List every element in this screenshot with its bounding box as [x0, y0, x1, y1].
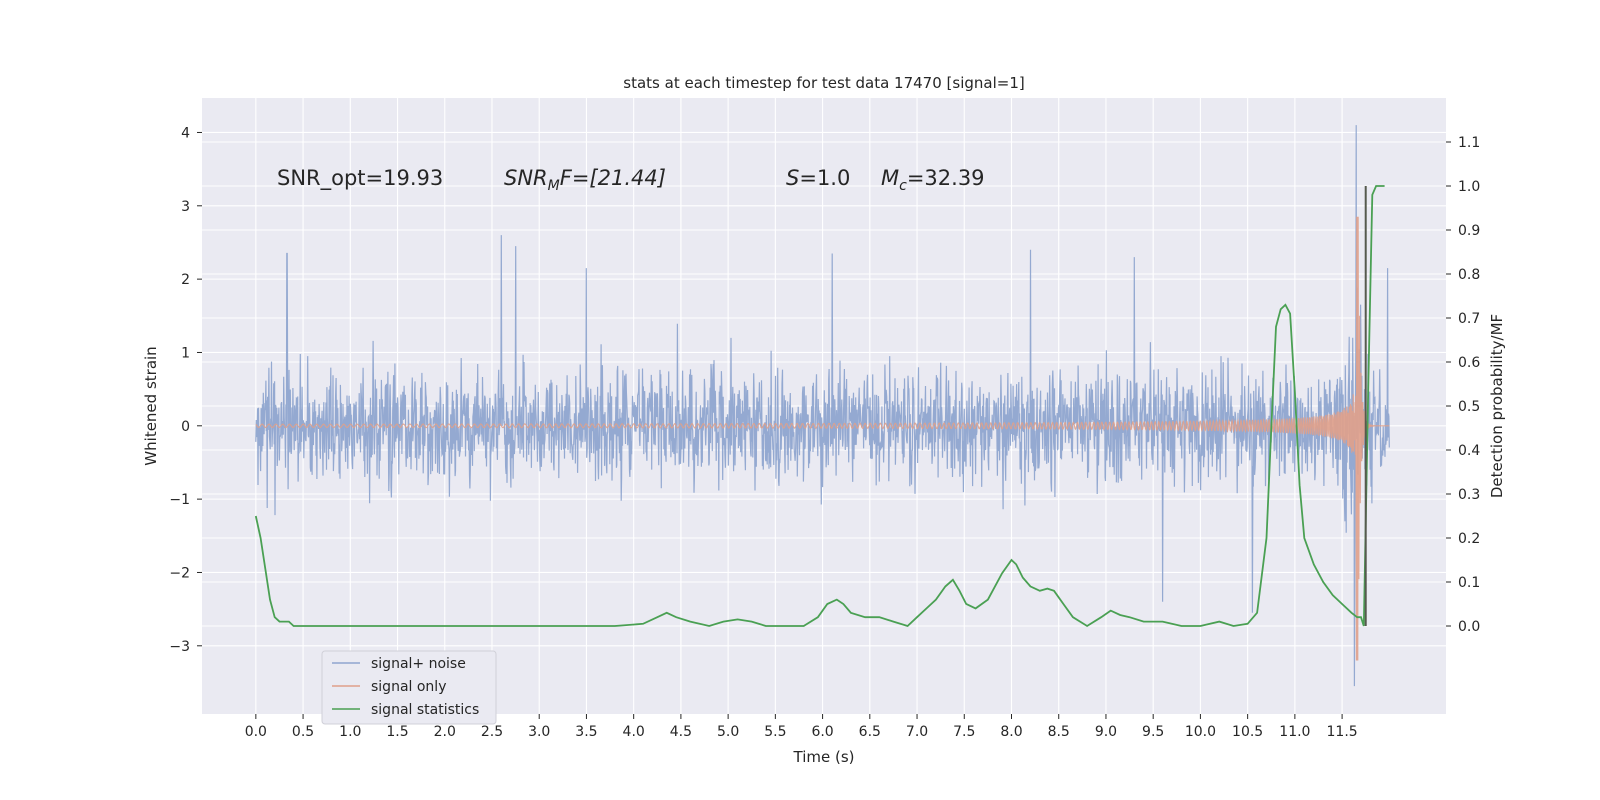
y-right-tick-label: 0.0 — [1458, 619, 1480, 635]
x-tick-label: 10.0 — [1185, 724, 1216, 740]
x-tick-label: 6.0 — [811, 724, 833, 740]
annotation-snr-mf: SNRMF=[21.44] — [504, 166, 666, 194]
y-left-ticks: −3 −2 −1 0 1 2 3 4 — [169, 125, 202, 655]
y-right-ticks: 0.0 0.1 0.2 0.3 0.4 0.5 0.6 0.7 0.8 0.9 1.0 1.1 — [1446, 135, 1480, 635]
x-tick-label: 7.5 — [953, 724, 975, 740]
x-tick-label: 9.0 — [1095, 724, 1117, 740]
annotation-s-var: S — [786, 166, 799, 190]
annotation-mc-sub: c — [899, 178, 907, 194]
series-signal-statistics — [254, 185, 1385, 628]
y-left-tick-label: −2 — [169, 565, 190, 581]
y-right-tick-label: 1.0 — [1458, 179, 1480, 195]
annotation-mc-var: M — [881, 166, 899, 190]
x-tick-label: 11.5 — [1327, 724, 1358, 740]
legend: signal+ noise signal only signal statist… — [321, 650, 497, 725]
y-left-tick-label: −3 — [169, 639, 190, 655]
y-right-tick-label: 0.7 — [1458, 311, 1480, 327]
x-tick-label: 6.5 — [859, 724, 881, 740]
annotation-snr-mf-sub: M — [548, 178, 560, 194]
x-tick-label: 11.0 — [1279, 724, 1310, 740]
annotation-s-val: =1.0 — [799, 166, 850, 190]
y-left-tick-label: 2 — [181, 272, 190, 288]
legend-label-stats: signal statistics — [371, 702, 479, 718]
annotation-snr-mf-base: SNR — [504, 166, 548, 190]
y-right-tick-label: 0.2 — [1458, 531, 1480, 547]
y-right-tick-label: 0.9 — [1458, 223, 1480, 239]
x-ticks: 0.0 0.5 1.0 1.5 2.0 2.5 3.0 3.5 4.0 4.5 5.0 5.5 6.0 6… — [245, 714, 1358, 740]
x-axis-label: Time (s) — [793, 748, 855, 766]
x-tick-label: 8.0 — [1000, 724, 1022, 740]
legend-box — [321, 650, 497, 725]
y-left-tick-label: 3 — [181, 199, 190, 215]
legend-label-noise: signal+ noise — [371, 656, 466, 672]
x-tick-label: 4.0 — [623, 724, 645, 740]
x-tick-label: 2.5 — [481, 724, 503, 740]
y-left-tick-label: −1 — [169, 492, 190, 508]
x-tick-label: 4.5 — [670, 724, 692, 740]
y-right-tick-label: 0.1 — [1458, 575, 1480, 591]
x-tick-label: 10.5 — [1232, 724, 1263, 740]
x-tick-label: 2.0 — [434, 724, 456, 740]
series-signal-noise — [255, 125, 1390, 687]
legend-label-signal: signal only — [371, 679, 446, 695]
y-right-tick-label: 0.6 — [1458, 355, 1480, 371]
y-left-tick-label: 0 — [181, 419, 190, 435]
annotations: SNR_opt=19.93 SNRMF=[21.44] S=1.0 Mc=32.… — [277, 166, 985, 194]
x-tick-label: 0.0 — [245, 724, 267, 740]
annotation-mc: Mc=32.39 — [881, 166, 985, 194]
series-signal-only — [255, 216, 1390, 661]
x-tick-label: 5.0 — [717, 724, 739, 740]
annotation-snr-opt: SNR_opt=19.93 — [277, 166, 443, 191]
chart-title: stats at each timestep for test data 174… — [623, 74, 1024, 92]
y-right-tick-label: 1.1 — [1458, 135, 1480, 151]
y-right-tick-label: 0.8 — [1458, 267, 1480, 283]
y-left-tick-label: 4 — [181, 125, 190, 141]
x-tick-label: 1.5 — [386, 724, 408, 740]
x-tick-label: 0.5 — [292, 724, 314, 740]
annotation-snr-mf-rest: F=[21.44] — [560, 166, 666, 190]
y-right-tick-label: 0.4 — [1458, 443, 1480, 459]
y-left-axis-label: Whitened strain — [142, 346, 160, 465]
annotation-s: S=1.0 — [786, 166, 850, 190]
y-left-tick-label: 1 — [181, 345, 190, 361]
x-tick-label: 3.5 — [575, 724, 597, 740]
y-right-tick-label: 0.5 — [1458, 399, 1480, 415]
x-tick-label: 9.5 — [1142, 724, 1164, 740]
x-tick-label: 3.0 — [528, 724, 550, 740]
series-layer — [254, 125, 1390, 687]
x-tick-label: 8.5 — [1048, 724, 1070, 740]
grid-lines — [202, 98, 1446, 714]
annotation-mc-val: =32.39 — [907, 166, 985, 190]
x-tick-label: 5.5 — [764, 724, 786, 740]
x-tick-label: 7.0 — [906, 724, 928, 740]
x-tick-label: 1.0 — [339, 724, 361, 740]
y-right-axis-label: Detection probability/MF — [1488, 314, 1506, 498]
y-right-tick-label: 0.3 — [1458, 487, 1480, 503]
